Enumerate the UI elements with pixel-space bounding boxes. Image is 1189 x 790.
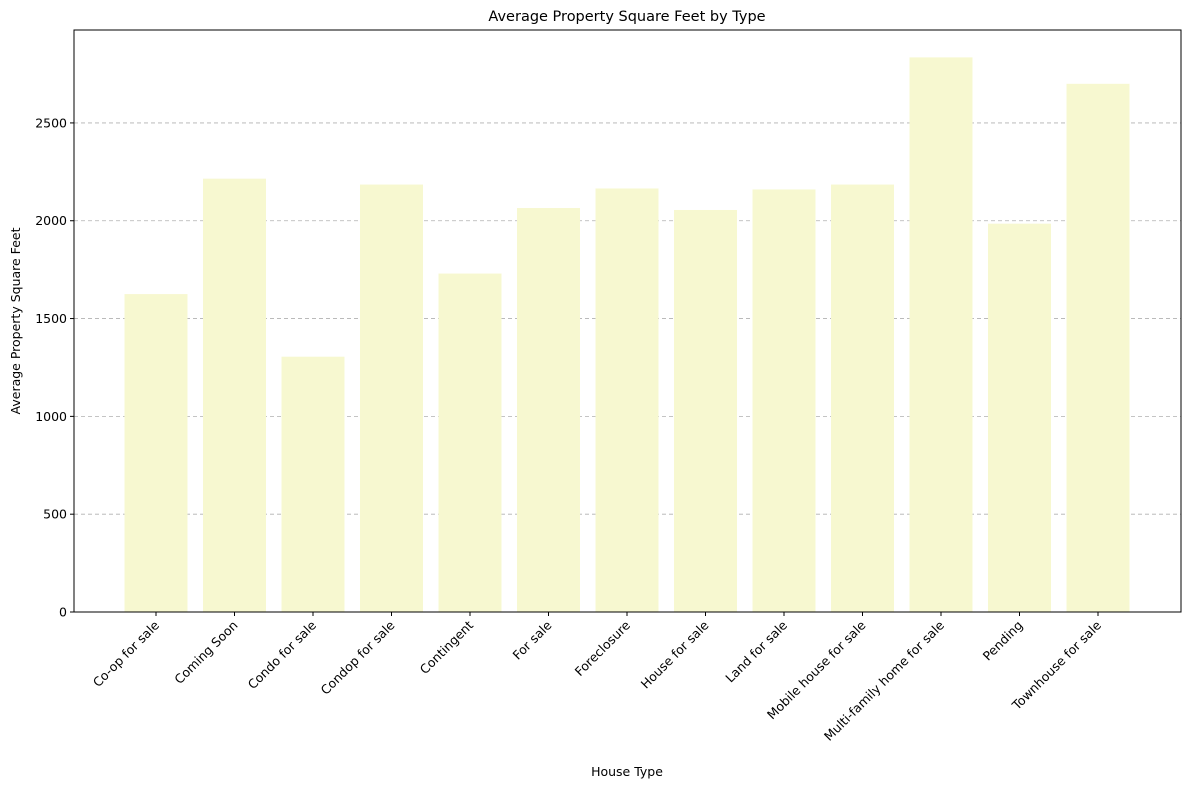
bar-coming-soon	[203, 178, 266, 612]
x-axis-ticks: Co-op for sale Coming Soon Condo for saleC…	[90, 612, 1104, 744]
y-tick-label: 2500	[35, 115, 67, 130]
x-tick-label: Co-op for sale	[90, 617, 163, 690]
y-axis-ticks: 0 500 1000 1500 2000 2500	[35, 115, 74, 620]
bar-mobile-house-for-sale	[831, 184, 894, 612]
x-tick-label: Contingent	[417, 617, 476, 676]
y-axis-label: Average Property Square Feet	[8, 227, 23, 414]
x-tick-label: Townhouse for sale	[1008, 617, 1104, 713]
bar-contingent	[438, 273, 502, 612]
y-tick-label: 2000	[35, 213, 67, 228]
y-tick-label: 0	[59, 605, 67, 620]
bar-condo-for-sale	[281, 356, 345, 612]
bars	[124, 57, 1130, 612]
x-axis-label: House Type	[591, 764, 663, 779]
y-tick-label: 500	[43, 507, 67, 522]
bar-land-for-sale	[752, 189, 816, 612]
y-tick-label: 1500	[35, 311, 67, 326]
chart-title: Average Property Square Feet by Type	[488, 9, 765, 25]
x-tick-label: Foreclosure	[572, 617, 634, 679]
x-tick-label: Coming Soon	[171, 618, 240, 687]
x-tick-label: Condop for sale	[318, 617, 398, 697]
bar-townhouse-for-sale	[1066, 83, 1130, 612]
x-tick-label: Condo for sale	[245, 617, 320, 692]
x-tick-label: For sale	[509, 617, 554, 662]
bar-house-for-sale	[674, 209, 737, 612]
bar-co-op-for-sale	[124, 294, 188, 612]
bar-multi-family-home-for-sale	[909, 57, 973, 612]
bar-for-sale	[517, 208, 580, 612]
bar-foreclosure	[595, 188, 659, 612]
x-tick-label: House for sale	[638, 617, 712, 691]
bar-pending	[988, 223, 1051, 612]
y-tick-label: 1000	[35, 409, 67, 424]
x-tick-label: Land for sale	[722, 617, 790, 685]
bar-condop-for-sale	[360, 184, 423, 612]
x-tick-label: Pending	[980, 618, 1026, 664]
